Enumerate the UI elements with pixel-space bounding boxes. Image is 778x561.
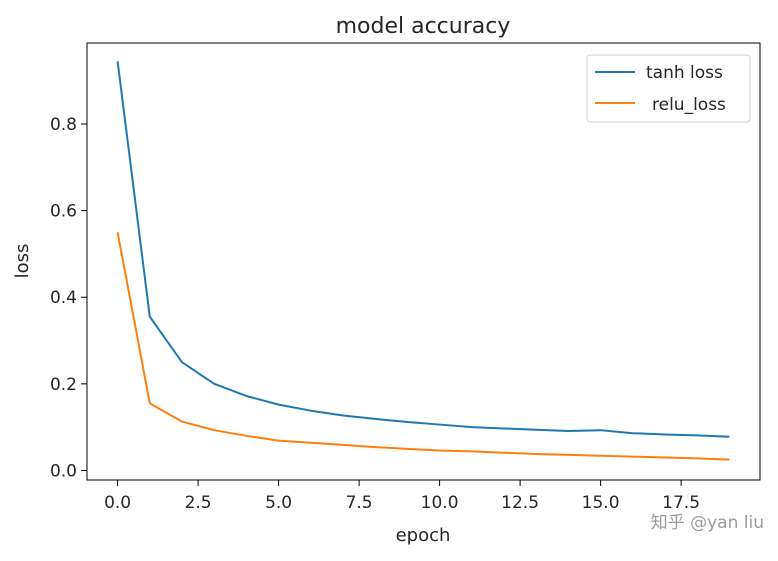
x-tick-label: 7.5 — [346, 493, 373, 513]
x-tick-label: 5.0 — [265, 493, 292, 513]
x-axis-label: epoch — [396, 525, 451, 546]
legend-label-tanh-loss: tanh loss — [646, 63, 723, 83]
y-tick-label: 0.2 — [50, 375, 77, 395]
y-tick-label: 0.0 — [50, 461, 77, 481]
chart-title: model accuracy — [336, 14, 511, 39]
y-tick-label: 0.4 — [50, 288, 77, 308]
series-line-relu-loss — [116, 232, 730, 461]
x-tick-label: 12.5 — [501, 493, 539, 513]
plot-area — [86, 42, 761, 481]
x-tick-label: 17.5 — [662, 493, 700, 513]
y-axis: 0.0 0.2 0.4 0.6 0.8 — [50, 115, 87, 481]
y-axis-label: loss — [12, 244, 33, 279]
x-tick-label: 0.0 — [104, 493, 131, 513]
x-tick-label: 15.0 — [582, 493, 620, 513]
series-line-tanh-loss — [116, 61, 730, 438]
x-tick-label: 2.5 — [185, 493, 212, 513]
y-tick-label: 0.6 — [50, 202, 77, 222]
plot-frame — [86, 42, 761, 481]
x-axis: 0.0 2.5 5.0 7.5 10.0 12.5 15.0 17.5 — [104, 480, 700, 513]
y-tick-label: 0.8 — [50, 115, 77, 135]
legend: tanh loss relu_loss — [586, 54, 751, 123]
x-tick-label: 10.0 — [421, 493, 459, 513]
legend-label-relu-loss: relu_loss — [652, 95, 726, 115]
series-layer — [116, 61, 730, 461]
watermark: 知乎 @yan liu — [651, 513, 764, 533]
